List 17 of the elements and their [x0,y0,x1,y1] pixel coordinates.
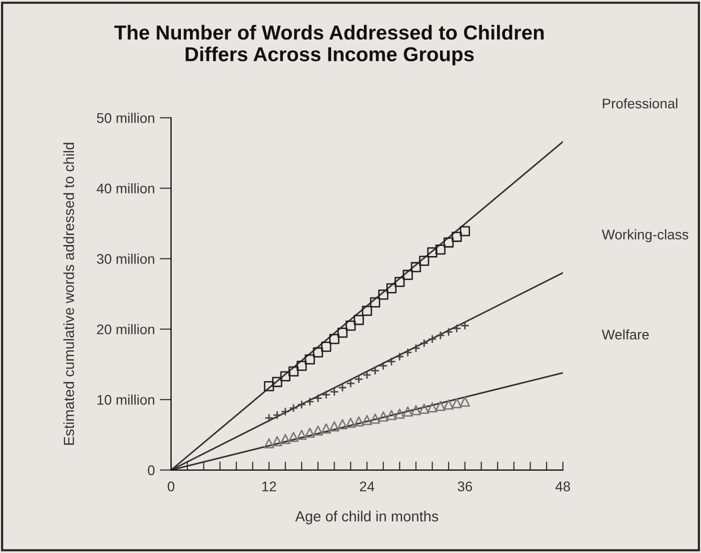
text: Working-class [602,229,688,242]
y-tick-label: 40 million [96,183,154,194]
y-tick-label: 50 million [96,112,154,123]
y-axis-title: Estimated cumulative words addressed to child [63,142,74,445]
x-tick-label: 24 [360,482,374,492]
x-tick-label: 48 [556,482,570,492]
chart-title: The Number of Words Addressed to Children Differs Across Income Groups [114,24,544,66]
x-tick-label: 0 [168,482,174,492]
text: Professional [602,98,678,108]
x-tick-label: 12 [262,482,276,492]
y-tick-label: 0 [148,465,155,476]
text: Welfare [602,329,649,340]
y-tick-label: 20 million [97,324,154,334]
x-tick-label: 36 [458,482,472,492]
y-tick-label: 30 million [96,254,154,264]
x-axis-title: Age of child in months [295,510,438,524]
y-tick-label: 10 million [97,394,154,405]
